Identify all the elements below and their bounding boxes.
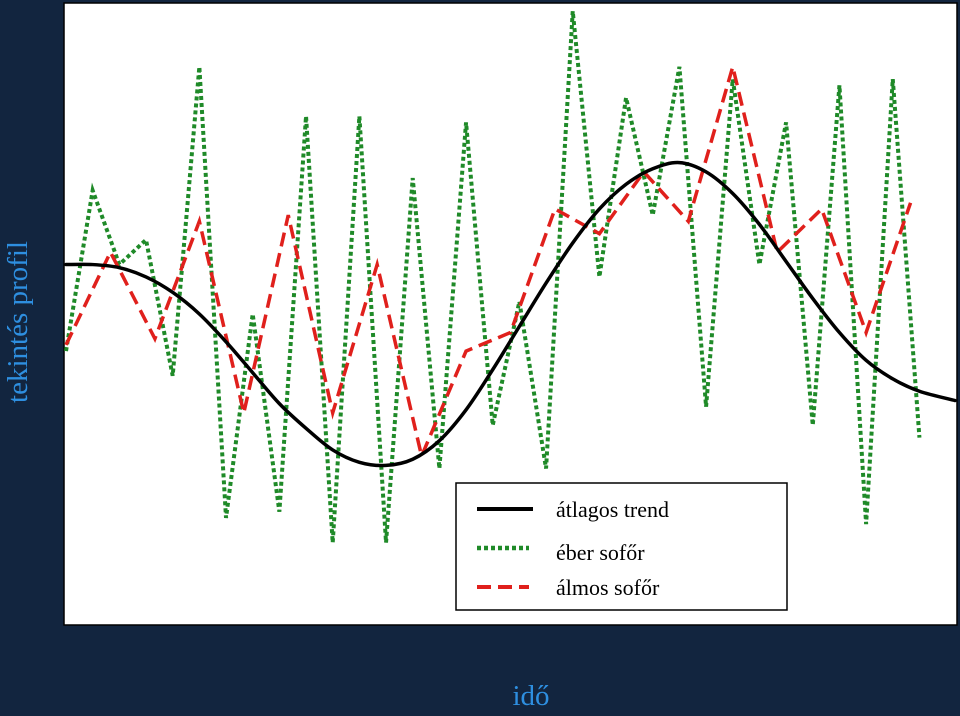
x-axis-label: idő — [512, 680, 549, 712]
legend-label-atlagos-trend: átlagos trend — [556, 497, 669, 522]
y-axis-label: tekintés profil — [2, 241, 34, 403]
legend-label-eber-sofor: éber sofőr — [556, 540, 645, 565]
legend-label-almos-sofor: álmos sofőr — [556, 575, 660, 600]
series-line-solid — [64, 160, 957, 468]
legend: átlagos trend éber sofőr álmos sofőr — [455, 482, 788, 611]
series-line-dotted — [64, 10, 922, 543]
series-line-dashed — [64, 59, 913, 462]
series-layer — [64, 10, 957, 543]
